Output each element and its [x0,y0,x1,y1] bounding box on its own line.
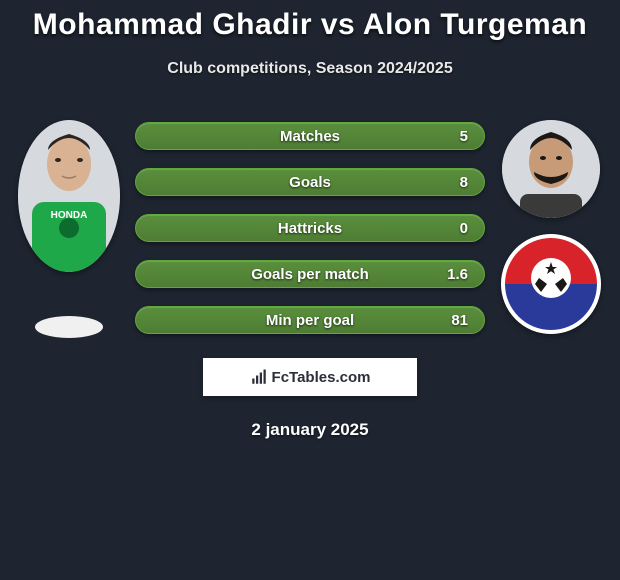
stat-label: Goals per match [251,266,369,283]
svg-text:HONDA: HONDA [51,210,88,221]
stat-bar-matches: Matches 5 [135,122,485,150]
brand-strip: FcTables.com [203,358,417,396]
right-column [497,118,605,334]
club-left-badge [35,316,103,338]
stat-value: 81 [451,312,468,329]
brand-label: FcTables.com [272,369,371,386]
stat-bar-hattricks: Hattricks 0 [135,214,485,242]
club-right-illustration [501,234,601,334]
chart-icon [250,368,268,386]
subtitle: Club competitions, Season 2024/2025 [0,60,620,78]
page-title: Mohammad Ghadir vs Alon Turgeman [0,8,620,42]
stat-bar-mpg: Min per goal 81 [135,306,485,334]
stat-label: Matches [280,128,340,145]
player-left-avatar: HONDA [18,120,120,272]
stat-bar-gpm: Goals per match 1.6 [135,260,485,288]
player-right-illustration [502,120,600,218]
club-right-badge [501,234,601,334]
player-right-avatar [502,120,600,218]
stat-value: 1.6 [447,266,468,283]
stat-bar-goals: Goals 8 [135,168,485,196]
date-line: 2 january 2025 [0,420,620,440]
stat-value: 5 [460,128,468,145]
left-column: HONDA [15,118,123,338]
stat-label: Min per goal [266,312,354,329]
player-left-illustration: HONDA [18,120,120,272]
stats-column: Matches 5 Goals 8 Hattricks 0 Goals per … [135,118,485,334]
infographic-root: Mohammad Ghadir vs Alon Turgeman Club co… [0,0,620,440]
main-row: HONDA Matches 5 Goals 8 Hattricks 0 [0,118,620,338]
stat-label: Goals [289,174,331,191]
stat-value: 8 [460,174,468,191]
stat-value: 0 [460,220,468,237]
stat-label: Hattricks [278,220,342,237]
